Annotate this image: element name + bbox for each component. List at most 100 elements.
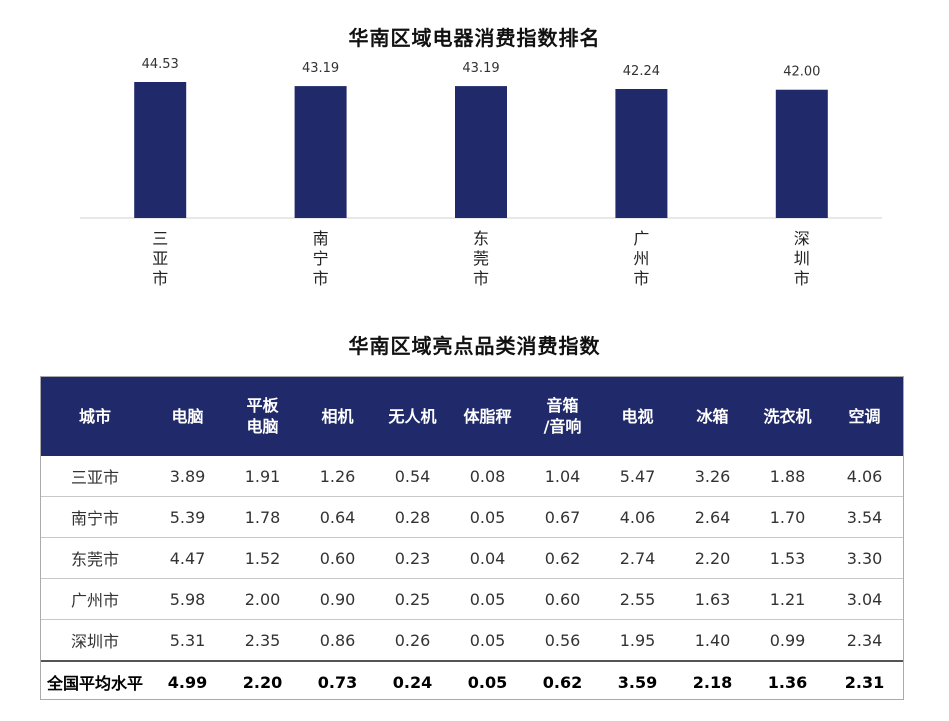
bar	[615, 88, 668, 219]
table-cell: 4.06	[600, 496, 675, 538]
table-cell: 5.47	[619, 466, 656, 486]
table-cell: 0.56	[525, 619, 600, 661]
column-header: 洗衣机	[750, 376, 825, 456]
bar	[455, 86, 507, 218]
category-label: 三亚市	[152, 229, 168, 288]
table-cell: 0.23	[375, 537, 450, 579]
bar	[134, 82, 187, 218]
table-cell: 0.05	[450, 619, 525, 661]
data-label: 42.24	[623, 64, 660, 79]
table-cell: 3.54	[825, 496, 904, 538]
table-cell: 0.24	[375, 660, 450, 702]
column-header: 无人机	[375, 376, 450, 456]
table-cell: 0.86	[300, 619, 375, 661]
table-row: 广州市 5.98 2.00 0.90 0.25 0.05 0.60 2.55 1.63 1.21 3…	[40, 578, 904, 620]
table-title: 华南区域亮点品类消费指数	[348, 334, 601, 358]
table-cell: 2.74	[600, 537, 675, 579]
data-label: 43.19	[302, 61, 339, 76]
table-cell: 4.06	[846, 466, 883, 486]
table-cell: 1.78	[225, 496, 300, 538]
table-cell: 2.20	[675, 537, 750, 579]
category-label: 南宁市	[313, 229, 329, 288]
table-cell: 2.34	[825, 619, 904, 661]
table-row: 三亚市 3.89 1.91 1.26 0.54 0.08 1.04 5.47 3.26 1.88 4…	[40, 456, 904, 497]
table-header-row: 城市 电脑 平板 电脑 相机 无人机 体脂秤 音箱 /音响 电视 冰箱 洗衣机 空调	[40, 376, 904, 456]
row-label: 深圳市	[40, 619, 150, 661]
table-cell: 0.28	[375, 496, 450, 538]
table-cell: 1.04	[544, 466, 581, 486]
table-cell: 0.25	[375, 578, 450, 620]
table-cell: 2.35	[225, 619, 300, 661]
table-cell: 0.62	[525, 537, 600, 579]
data-label: 43.19	[462, 61, 499, 76]
table-cell: 0.99	[750, 619, 825, 661]
row-label: 南宁市	[40, 496, 150, 538]
bar	[775, 89, 828, 218]
table-cell: 2.31	[825, 660, 904, 702]
table-cell: 0.05	[450, 578, 525, 620]
table-cell: 0.05	[450, 496, 525, 538]
table-cell: 3.04	[825, 578, 904, 620]
table-cell: 2.20	[225, 660, 300, 702]
table-row: 东莞市 4.47 1.52 0.60 0.23 0.04 0.62 2.74 2.20 1.53 3…	[40, 537, 904, 579]
table-cell: 3.59	[600, 660, 675, 702]
table-cell: 2.18	[675, 660, 750, 702]
table-cell: 0.67	[525, 496, 600, 538]
table-cell: 0.64	[300, 496, 375, 538]
column-header: 电脑	[150, 376, 225, 456]
table-cell: 0.26	[375, 619, 450, 661]
table-cell: 4.47	[150, 537, 225, 579]
table-cell: 1.21	[750, 578, 825, 620]
column-header: 冰箱	[675, 376, 750, 456]
column-header: 体脂秤	[450, 376, 525, 456]
column-header: 电视	[600, 376, 675, 456]
consumption-index-table: 城市 电脑 平板 电脑 相机 无人机 体脂秤 音箱 /音响 电视 冰箱 洗衣机 空调 三亚市 3.89…	[40, 376, 904, 702]
table-cell: 1.88	[769, 466, 806, 486]
table-cell: 1.95	[600, 619, 675, 661]
table-cell: 1.70	[750, 496, 825, 538]
row-label: 三亚市	[70, 468, 119, 487]
row-label: 全国平均水平	[40, 660, 150, 702]
table-cell: 1.63	[675, 578, 750, 620]
table-cell: 3.89	[169, 466, 206, 486]
column-header: 相机	[300, 376, 375, 456]
table-row: 南宁市 5.39 1.78 0.64 0.28 0.05 0.67 4.06 2.64 1.70 3…	[40, 496, 904, 538]
column-header: 空调	[825, 376, 904, 456]
table-cell: 3.26	[694, 466, 731, 486]
bar	[294, 86, 347, 218]
table-cell: 1.91	[244, 466, 281, 486]
column-header: 平板 电脑	[225, 376, 300, 456]
table-cell: 0.60	[525, 578, 600, 620]
table-cell: 0.04	[450, 537, 525, 579]
table-cell: 3.30	[825, 537, 904, 579]
table-cell: 0.73	[300, 660, 375, 702]
table-cell: 5.98	[150, 578, 225, 620]
table-cell: 5.31	[150, 619, 225, 661]
chart-title: 华南区域电器消费指数排名	[348, 26, 601, 50]
table-cell: 4.99	[150, 660, 225, 702]
column-header: 城市	[40, 376, 150, 456]
table-cell: 0.62	[525, 660, 600, 702]
table-row: 深圳市 5.31 2.35 0.86 0.26 0.05 0.56 1.95 1.40 0.99 2…	[40, 619, 904, 661]
row-label: 广州市	[40, 578, 150, 620]
bar-chart: 44.53 三亚市 43.19 南宁市 43.19 东莞市 42.24 广州市 42.00 深圳市	[80, 57, 882, 288]
table-cell: 2.00	[225, 578, 300, 620]
row-label: 东莞市	[40, 537, 150, 579]
table-cell: 1.53	[750, 537, 825, 579]
category-label: 深圳市	[794, 229, 810, 288]
column-header: 音箱 /音响	[525, 376, 600, 456]
average-row: 全国平均水平 4.99 2.20 0.73 0.24 0.05 0.62 3.59 2.18 1.…	[40, 660, 904, 702]
category-label: 广州市	[633, 229, 649, 288]
data-label: 44.53	[142, 57, 179, 72]
data-label: 42.00	[783, 65, 820, 80]
table-cell: 0.54	[394, 466, 431, 486]
category-label: 东莞市	[473, 229, 489, 288]
table-cell: 0.60	[300, 537, 375, 579]
table-cell: 0.08	[469, 466, 506, 486]
table-cell: 5.39	[150, 496, 225, 538]
table-cell: 1.40	[675, 619, 750, 661]
table-cell: 0.90	[300, 578, 375, 620]
table-cell: 2.64	[675, 496, 750, 538]
table-cell: 1.36	[750, 660, 825, 702]
table-cell: 1.52	[225, 537, 300, 579]
